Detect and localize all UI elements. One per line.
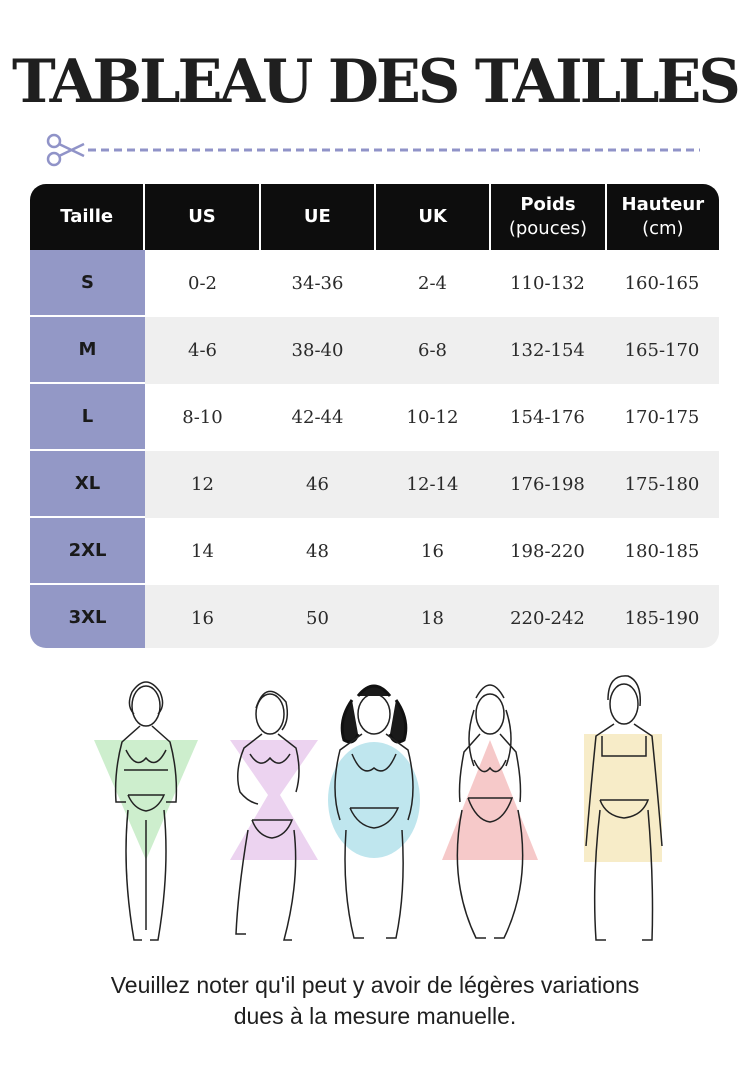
header-us: US (145, 184, 261, 250)
figure-hourglass (230, 690, 318, 941)
cell-uk: 10-12 (375, 384, 490, 451)
header-sublabel: (cm) (642, 218, 684, 239)
note-line-2: dues à la mesure manuelle. (233, 1003, 517, 1029)
header-poids: Poids (pouces) (491, 184, 607, 250)
size-table: Taille US UE UK Poids (pouces) Hauteur (… (30, 184, 719, 648)
size-cell: L (30, 384, 145, 451)
figure-triangle (442, 684, 538, 939)
figure-rectangle (584, 675, 663, 941)
figure-oval (328, 684, 420, 939)
page-title: TABLEAU DES TAILLES (12, 47, 741, 117)
table-body: S 0-2 34-36 2-4 110-132 160-165 M 4-6 38-40 6-8 13… (30, 250, 719, 648)
header-label: UK (418, 206, 447, 227)
table-row: M 4-6 38-40 6-8 132-154 165-170 (30, 317, 719, 384)
size-cell: M (30, 317, 145, 384)
cell-hauteur: 160-165 (605, 250, 719, 317)
table-row: 2XL 14 48 16 198-220 180-185 (30, 518, 719, 585)
shape-inverted-triangle (94, 740, 198, 860)
header-sublabel: (pouces) (508, 218, 588, 239)
cell-ue: 48 (260, 518, 375, 585)
cell-ue: 46 (260, 451, 375, 518)
shape-hourglass (230, 740, 318, 860)
table-row: XL 12 46 12-14 176-198 175-180 (30, 451, 719, 518)
table-row: 3XL 16 50 18 220-242 185-190 (30, 585, 719, 648)
size-cell: 3XL (30, 585, 145, 648)
table-row: S 0-2 34-36 2-4 110-132 160-165 (30, 250, 719, 317)
cell-us: 14 (145, 518, 260, 585)
header-label: Poids (520, 194, 576, 215)
cell-poids: 132-154 (490, 317, 605, 384)
cell-hauteur: 170-175 (605, 384, 719, 451)
cell-poids: 220-242 (490, 585, 605, 648)
cut-line (46, 133, 700, 167)
body-shape-figures (94, 675, 663, 941)
cell-hauteur: 180-185 (605, 518, 719, 585)
header-taille: Taille (30, 184, 146, 250)
cell-ue: 50 (260, 585, 375, 648)
header-hauteur: Hauteur (cm) (607, 184, 719, 250)
figure-inverted-triangle (94, 681, 198, 941)
header-label: US (188, 206, 216, 227)
cell-poids: 110-132 (490, 250, 605, 317)
header-uk: UK (376, 184, 492, 250)
cell-hauteur: 175-180 (605, 451, 719, 518)
cell-uk: 18 (375, 585, 490, 648)
header-label: Hauteur (621, 194, 705, 215)
cell-poids: 198-220 (490, 518, 605, 585)
cell-ue: 38-40 (260, 317, 375, 384)
cell-uk: 12-14 (375, 451, 490, 518)
cell-us: 4-6 (145, 317, 260, 384)
cell-uk: 6-8 (375, 317, 490, 384)
note-line-1: Veuillez noter qu'il peut y avoir de lég… (110, 972, 640, 998)
cell-ue: 34-36 (260, 250, 375, 317)
cell-us: 16 (145, 585, 260, 648)
header-label: Taille (60, 206, 114, 227)
disclaimer-note: Veuillez noter qu'il peut y avoir de lég… (0, 970, 750, 1032)
scissors-icon (46, 133, 85, 167)
size-cell: XL (30, 451, 145, 518)
shape-oval (328, 742, 420, 858)
cell-poids: 176-198 (490, 451, 605, 518)
cell-ue: 42-44 (260, 384, 375, 451)
table-row: L 8-10 42-44 10-12 154-176 170-175 (30, 384, 719, 451)
cell-poids: 154-176 (490, 384, 605, 451)
header-label: UE (303, 206, 331, 227)
shape-triangle (442, 740, 538, 860)
size-cell: 2XL (30, 518, 145, 585)
cell-us: 8-10 (145, 384, 260, 451)
cell-uk: 2-4 (375, 250, 490, 317)
table-header-row: Taille US UE UK Poids (pouces) Hauteur (… (30, 184, 719, 250)
cell-hauteur: 185-190 (605, 585, 719, 648)
cell-hauteur: 165-170 (605, 317, 719, 384)
cell-us: 0-2 (145, 250, 260, 317)
header-ue: UE (261, 184, 376, 250)
cell-uk: 16 (375, 518, 490, 585)
cell-us: 12 (145, 451, 260, 518)
size-cell: S (30, 250, 145, 317)
